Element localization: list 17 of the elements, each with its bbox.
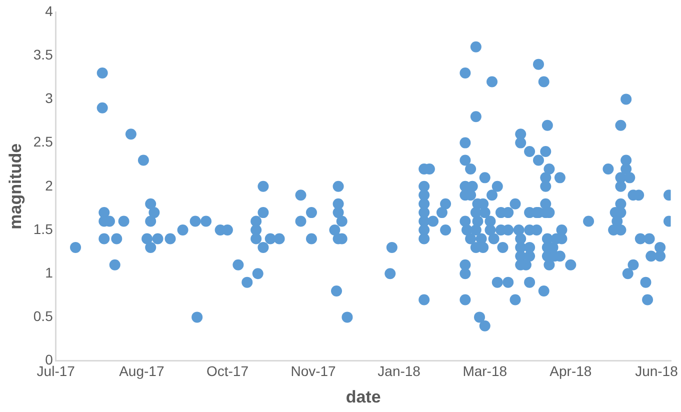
x-tick-label: Apr-18: [550, 363, 592, 380]
y-tick-label: 4: [45, 2, 54, 19]
x-tick-label: Nov-17: [290, 363, 336, 380]
x-tick-label: Jun-18: [635, 363, 678, 380]
y-tick-label: 1: [45, 264, 54, 280]
y-axis-title: magnitude: [6, 143, 25, 230]
x-axis-title: date: [346, 387, 381, 406]
y-tick-label: 3: [45, 90, 54, 106]
x-tick-label: Aug-17: [119, 363, 164, 380]
y-tick-label: 2: [45, 177, 54, 194]
y-tick-label: 1.5: [33, 220, 54, 237]
x-tick-label: Jan-18: [378, 363, 421, 380]
y-tick-label: 0.5: [33, 308, 54, 324]
y-tick-label: 2.5: [33, 134, 54, 150]
x-tick-label: Oct-17: [206, 363, 249, 380]
y-tick-label: 3.5: [33, 46, 54, 62]
x-tick-label: Mar-18: [462, 363, 508, 380]
